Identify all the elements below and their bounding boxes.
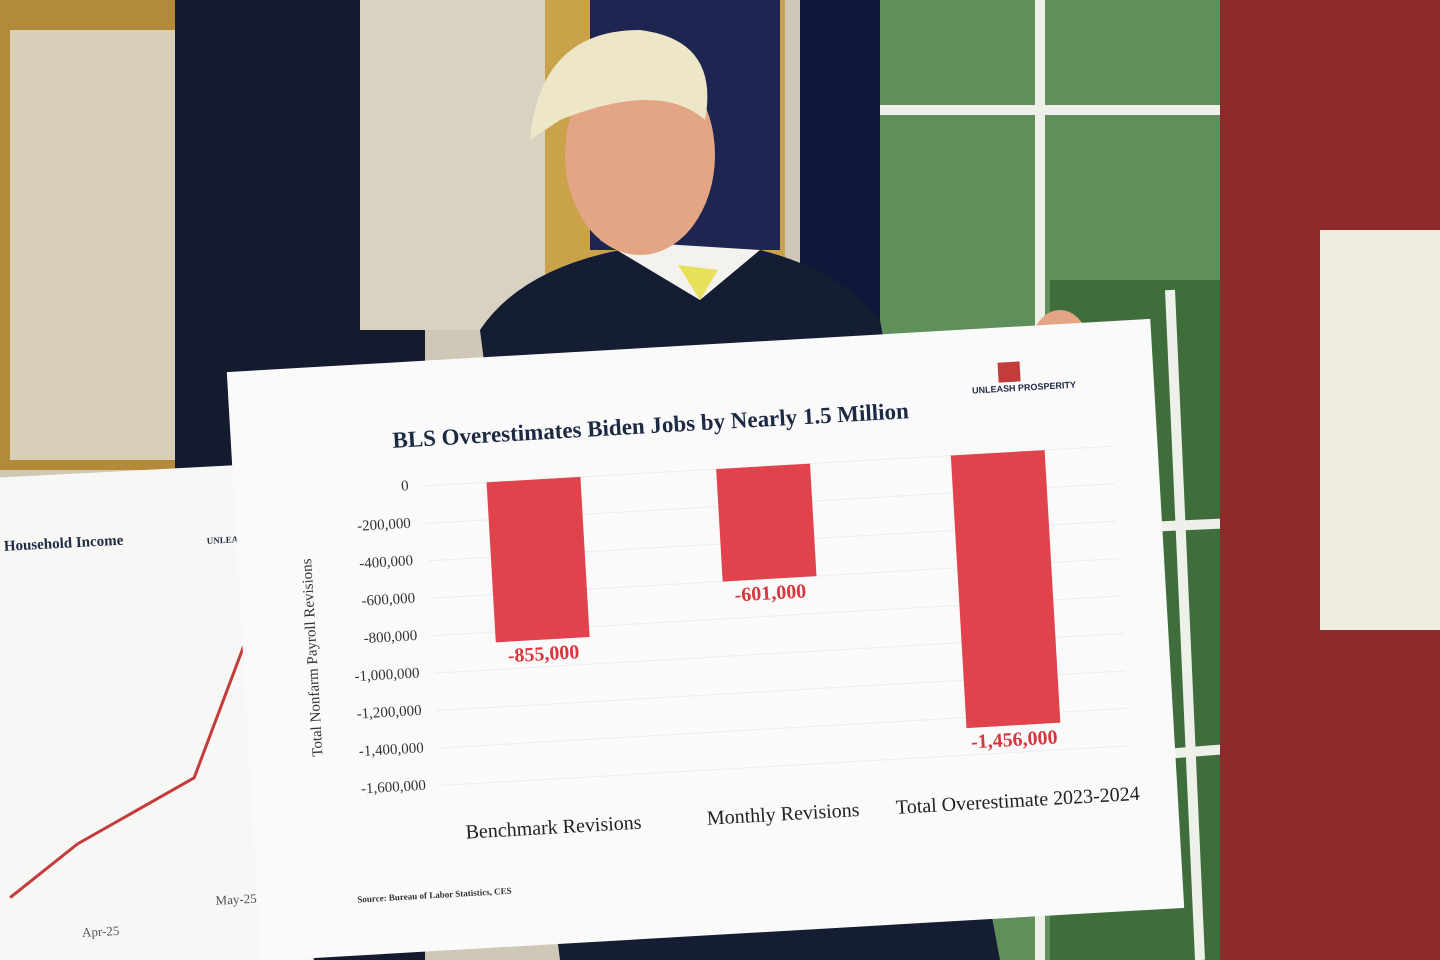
back-title: n Household Income [0,533,124,556]
bar [486,476,590,643]
bar [950,450,1061,729]
value-label: -601,000 [734,580,807,606]
back-x-label: Apr-25 [82,923,120,940]
bar [716,463,817,582]
y-tick-label: 0 [401,478,409,494]
y-tick-label: -1,000,000 [354,665,420,685]
wall-panel [360,0,560,330]
main-poster: BLS Overestimates Biden Jobs by Nearly 1… [226,318,1185,960]
logo-icon [997,361,1021,383]
y-tick-label: -1,400,000 [358,740,424,760]
y-tick-label: -1,600,000 [361,778,427,798]
back-x-label: May-25 [215,891,257,908]
back-poster: n Household Income $1 UNLEASH PROSPERITY… [0,462,314,960]
value-label: -1,456,000 [970,726,1058,753]
grid-line [440,745,1130,786]
hair [530,30,708,140]
flag-white [1320,230,1440,630]
y-tick-label: -400,000 [359,553,414,572]
y-tick-label: -200,000 [357,516,412,535]
trend-line [9,613,258,899]
poster-board [226,318,1185,960]
poster-board [0,462,314,960]
document [10,30,190,460]
y-tick-label: -1,200,000 [356,703,422,723]
y-tick-label: -800,000 [363,628,418,647]
y-tick-label: -600,000 [361,591,416,610]
value-label: -855,000 [507,641,580,667]
tie [678,265,718,300]
